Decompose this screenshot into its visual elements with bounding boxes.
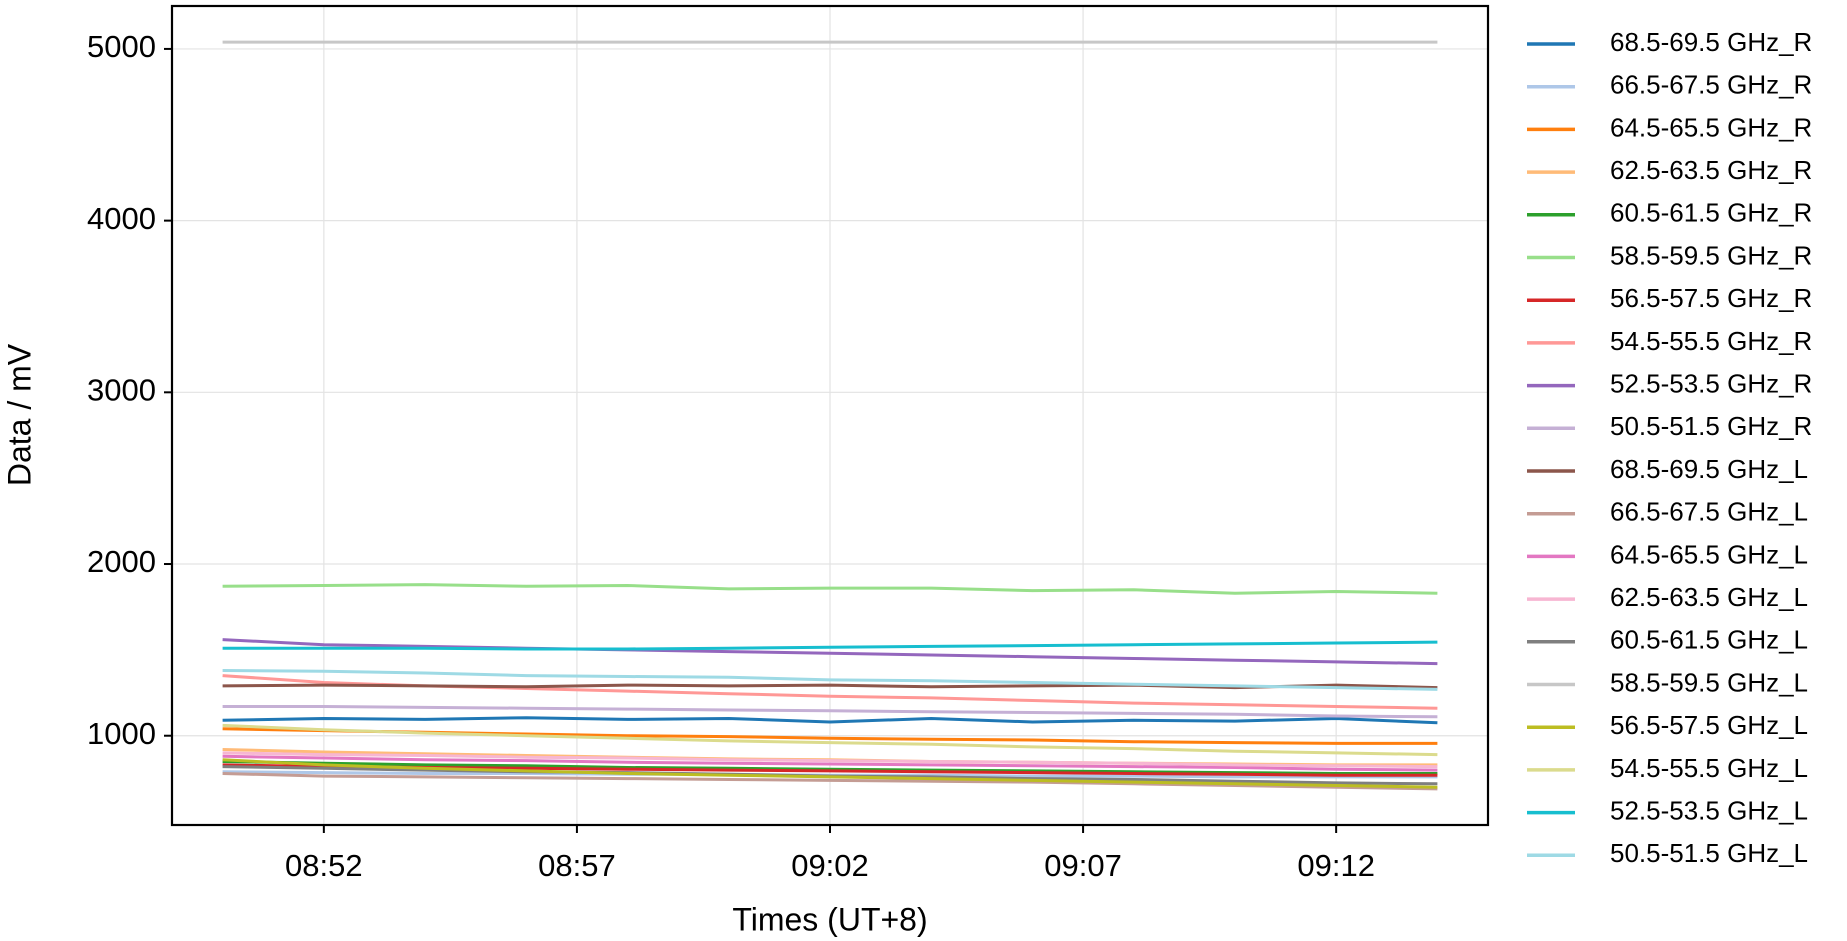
series-line xyxy=(222,638,1438,666)
legend-label: 64.5-65.5 GHz_L xyxy=(1610,539,1808,569)
y-tick-label: 1000 xyxy=(87,716,156,751)
series-line xyxy=(222,760,1438,775)
x-tick-label: 09:12 xyxy=(1297,848,1375,883)
series-line xyxy=(222,716,1438,725)
x-tick-label: 09:07 xyxy=(1044,848,1122,883)
legend-label: 50.5-51.5 GHz_R xyxy=(1610,411,1812,441)
y-tick-label: 5000 xyxy=(87,29,156,64)
legend-label: 66.5-67.5 GHz_L xyxy=(1610,497,1808,527)
legend-label: 68.5-69.5 GHz_L xyxy=(1610,454,1808,484)
series-line xyxy=(222,758,1438,789)
x-tick-label: 08:57 xyxy=(538,848,616,883)
series-line xyxy=(222,772,1438,791)
y-tick-label: 4000 xyxy=(87,201,156,236)
series-line xyxy=(222,723,1438,757)
legend-label: 60.5-61.5 GHz_R xyxy=(1610,198,1812,228)
legend-label: 58.5-59.5 GHz_L xyxy=(1610,667,1808,697)
legend-label: 58.5-59.5 GHz_R xyxy=(1610,240,1812,270)
legend-label: 52.5-53.5 GHz_R xyxy=(1610,368,1812,398)
legend-label: 50.5-51.5 GHz_L xyxy=(1610,838,1808,868)
series-line xyxy=(222,669,1438,691)
x-tick-label: 09:02 xyxy=(791,848,869,883)
x-tick-label: 08:52 xyxy=(285,848,363,883)
legend-label: 64.5-65.5 GHz_R xyxy=(1610,112,1812,142)
plot-frame xyxy=(170,4,1490,827)
x-axis-label: Times (UT+8) xyxy=(732,901,927,937)
series-line xyxy=(222,583,1438,595)
legend-label: 66.5-67.5 GHz_R xyxy=(1610,70,1812,100)
legend-label: 62.5-63.5 GHz_R xyxy=(1610,155,1812,185)
series-line xyxy=(222,705,1438,719)
legend-label: 56.5-57.5 GHz_R xyxy=(1610,283,1812,313)
legend-label: 52.5-53.5 GHz_L xyxy=(1610,795,1808,825)
legend-label: 56.5-57.5 GHz_L xyxy=(1610,710,1808,740)
series-line xyxy=(222,640,1438,651)
series-line xyxy=(222,754,1438,772)
legend-label: 68.5-69.5 GHz_R xyxy=(1610,27,1812,57)
series-line xyxy=(222,751,1438,769)
y-tick-label: 2000 xyxy=(87,544,156,579)
y-tick-label: 3000 xyxy=(87,373,156,408)
legend-label: 60.5-61.5 GHz_L xyxy=(1610,625,1808,655)
y-axis-label: Data / mV xyxy=(1,343,37,486)
legend-label: 54.5-55.5 GHz_L xyxy=(1610,753,1808,783)
legend-label: 54.5-55.5 GHz_R xyxy=(1610,326,1812,356)
series-line xyxy=(222,683,1438,690)
legend-label: 62.5-63.5 GHz_L xyxy=(1610,582,1808,612)
